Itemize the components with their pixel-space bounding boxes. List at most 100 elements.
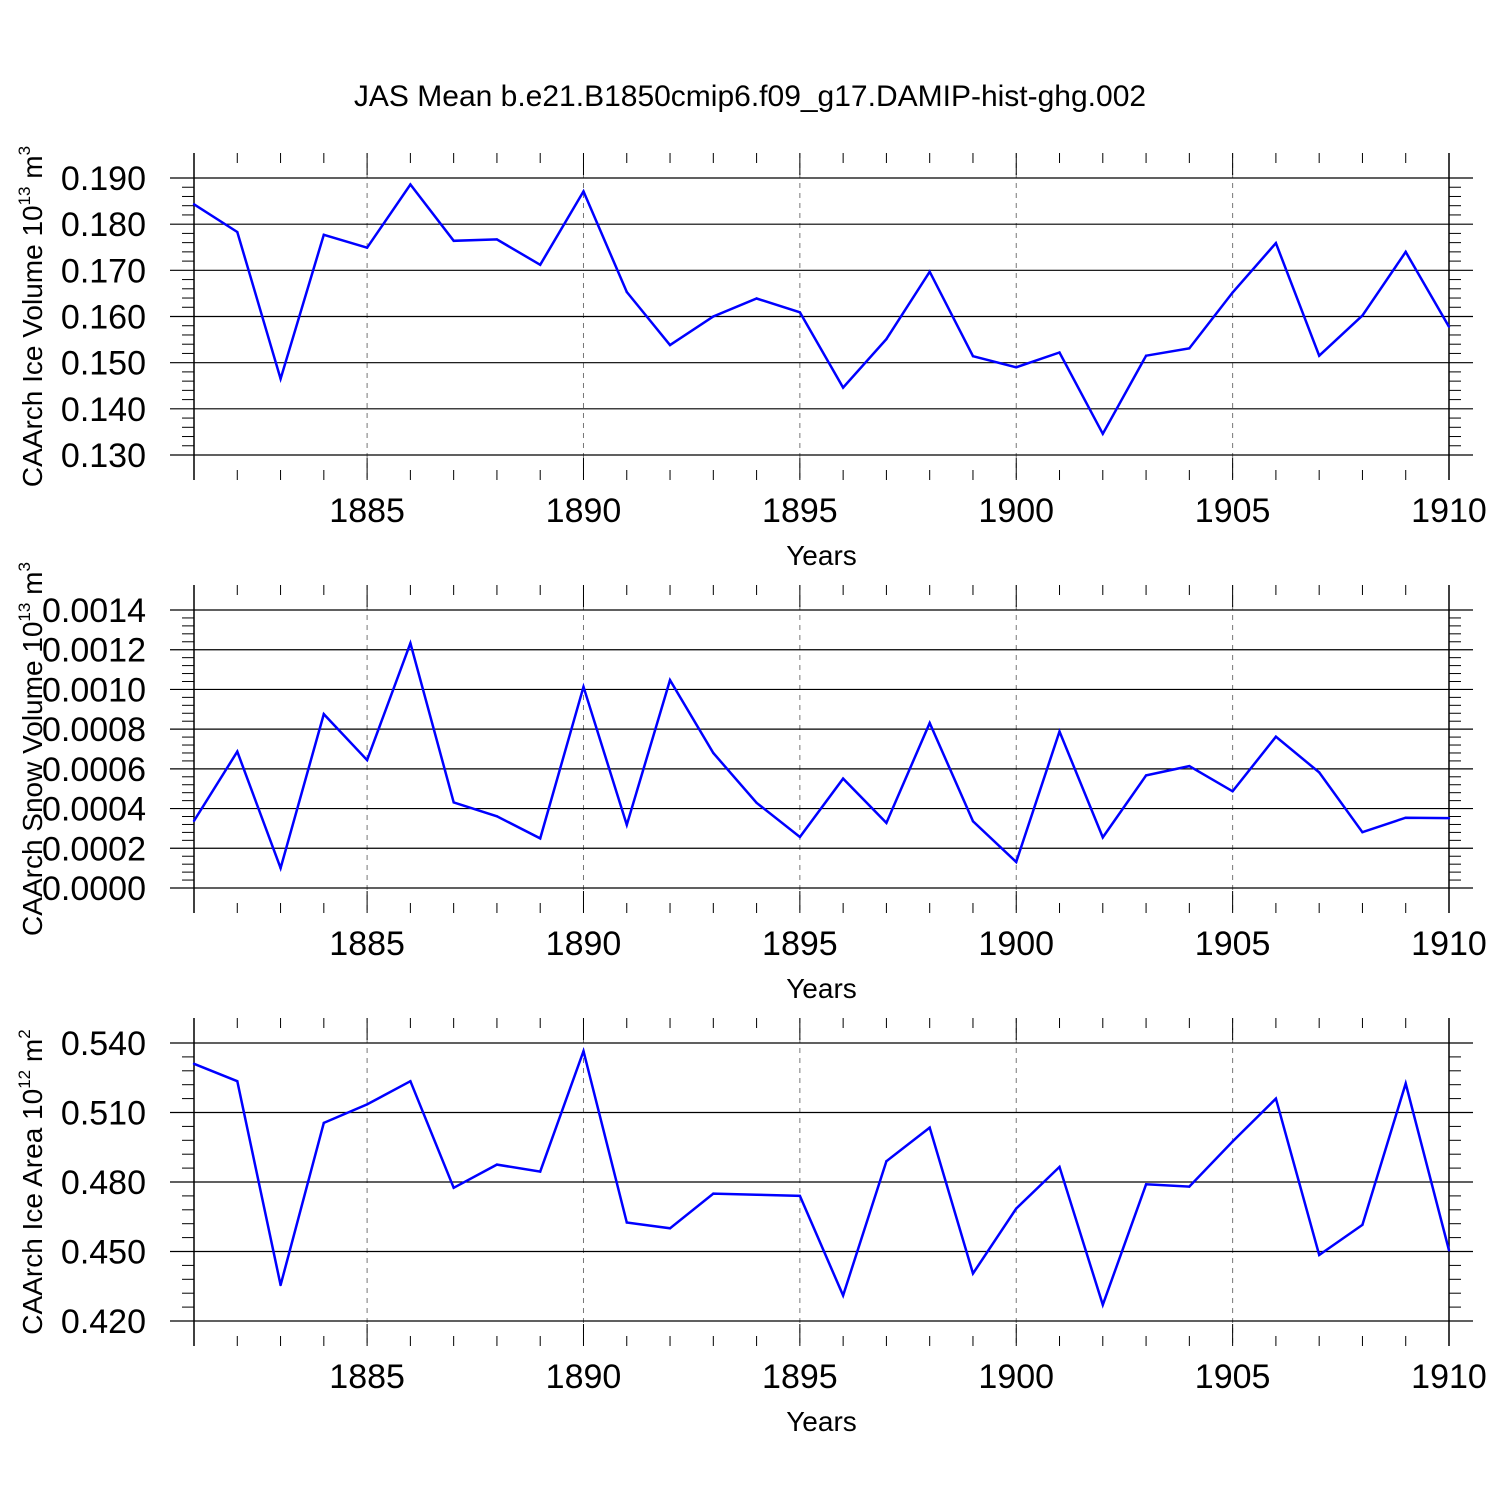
data-point — [1231, 291, 1234, 294]
data-point — [841, 777, 845, 780]
data-point — [798, 1194, 802, 1198]
data-point — [885, 1159, 888, 1163]
data-point — [539, 837, 542, 840]
data-point — [1317, 354, 1321, 357]
data-point — [668, 1227, 672, 1230]
x-tick-label: 1895 — [762, 1358, 838, 1396]
y-tick-label: 0.130 — [61, 437, 146, 475]
y-tick-label: 0.0002 — [42, 830, 146, 868]
data-point — [755, 801, 758, 805]
x-tick-label: 1885 — [329, 1358, 405, 1396]
data-point — [322, 1121, 326, 1125]
data-point — [712, 315, 715, 318]
data-point — [712, 751, 715, 755]
data-point — [495, 1163, 499, 1166]
y-tick-label: 0.190 — [61, 160, 146, 198]
data-point — [668, 343, 672, 347]
x-axis-title: Years — [786, 540, 857, 571]
panel-3: 0.420 0.450 0.480 0.510 0.540 1885 1890 1895 190… — [15, 1018, 1487, 1437]
data-point — [322, 233, 326, 236]
data-point — [192, 819, 196, 823]
data-point — [1144, 1183, 1148, 1186]
y-axis-title: CAArch Ice Area 1012 m2 — [15, 1029, 48, 1334]
x-tick-label: 1890 — [546, 925, 622, 963]
y-axis-title: CAArch Snow Volume 1013 m3 — [15, 562, 48, 936]
y-tick-label: 0.150 — [61, 345, 146, 383]
series-line — [193, 1046, 1451, 1309]
data-point — [1447, 816, 1451, 820]
x-axis-title: Years — [786, 1406, 857, 1437]
x-tick-label: 1885 — [329, 492, 405, 530]
data-point — [192, 1062, 196, 1066]
y-tick-label: 0.0008 — [42, 711, 146, 749]
data-point — [279, 866, 282, 870]
x-tick-label: 1885 — [329, 925, 405, 963]
data-point — [582, 190, 585, 193]
data-point — [1144, 354, 1148, 357]
data-point — [928, 270, 931, 273]
y-tick-label: 0.450 — [61, 1234, 146, 1272]
data-point — [1058, 730, 1061, 733]
data-point — [1274, 1097, 1278, 1100]
x-axis-title: Years — [786, 973, 857, 1004]
series-line — [192, 639, 1450, 873]
data-point — [1404, 1082, 1407, 1085]
x-tick-label: 1895 — [762, 925, 838, 963]
x-tick-label: 1895 — [762, 492, 838, 530]
y-tick-label: 0.160 — [61, 299, 146, 337]
data-point — [495, 815, 499, 818]
data-point — [1231, 790, 1234, 793]
data-point — [1188, 764, 1191, 768]
x-tick-label: 1900 — [978, 1358, 1054, 1396]
x-tick-label: 1910 — [1411, 1358, 1487, 1396]
x-tick-label: 1905 — [1195, 925, 1271, 963]
x-tick-label: 1890 — [546, 492, 622, 530]
x-tick-label: 1910 — [1411, 492, 1487, 530]
data-point — [798, 311, 802, 314]
y-tick-label: 0.480 — [61, 1164, 146, 1202]
data-point — [625, 290, 628, 294]
data-point — [1274, 735, 1278, 738]
data-point — [928, 721, 931, 725]
y-tick-label: 0.420 — [61, 1303, 146, 1341]
data-point — [1058, 1165, 1061, 1169]
data-point — [971, 355, 975, 358]
data-point — [1361, 314, 1364, 317]
data-point — [625, 823, 628, 827]
y-tick-label: 0.0010 — [42, 671, 146, 709]
data-point — [1015, 860, 1018, 864]
series-line — [193, 182, 1451, 437]
panel-2: 0.00000.00020.00040.00060.00080.00100.00… — [15, 562, 1487, 1004]
data-point — [409, 641, 412, 645]
x-tick-label: 1905 — [1195, 1358, 1271, 1396]
data-point — [1015, 1207, 1018, 1210]
data-point — [236, 1080, 239, 1083]
data-point — [452, 801, 455, 804]
x-tick-label: 1900 — [978, 492, 1054, 530]
data-point — [1015, 366, 1018, 369]
x-tick-label: 1905 — [1195, 492, 1271, 530]
data-point — [841, 1294, 845, 1297]
data-point — [1188, 1185, 1191, 1188]
data-point — [885, 337, 888, 341]
y-tick-label: 0.170 — [61, 252, 146, 290]
data-point — [1101, 432, 1104, 435]
data-point — [625, 1221, 628, 1224]
x-tick-label: 1900 — [978, 925, 1054, 963]
data-point — [409, 1080, 412, 1083]
data-point — [279, 377, 282, 381]
data-point — [192, 203, 196, 206]
data-point — [971, 820, 975, 823]
data-point — [1274, 241, 1278, 245]
data-point — [1101, 836, 1104, 839]
data-point — [755, 1193, 758, 1196]
data-point — [1317, 1253, 1321, 1257]
data-point — [1188, 347, 1191, 350]
data-point — [928, 1126, 931, 1129]
data-point — [885, 821, 888, 825]
y-tick-label: 0.140 — [61, 391, 146, 429]
panel-1: 0.130 0.140 0.150 0.160 0.170 0.180 0.190 1885 1… — [15, 146, 1487, 571]
y-tick-label: 0.0014 — [42, 592, 146, 630]
data-point — [1447, 325, 1451, 328]
